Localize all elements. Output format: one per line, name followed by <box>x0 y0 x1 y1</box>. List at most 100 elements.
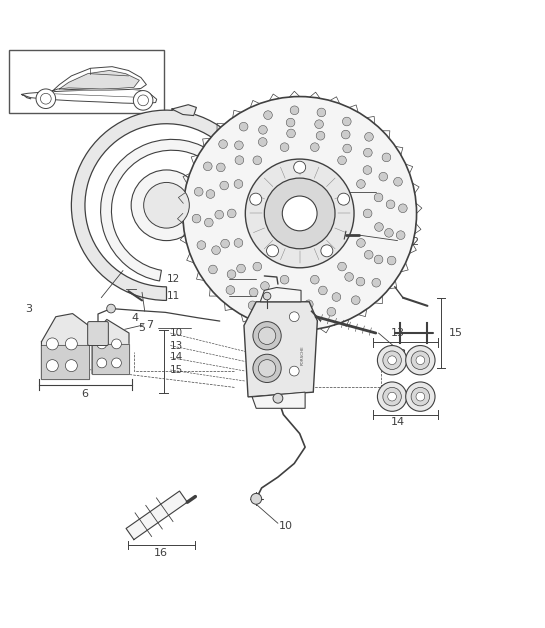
Circle shape <box>206 190 215 198</box>
Circle shape <box>253 322 281 350</box>
Polygon shape <box>92 320 129 374</box>
Circle shape <box>300 312 309 321</box>
Circle shape <box>258 327 276 344</box>
Circle shape <box>405 345 435 375</box>
Text: 8: 8 <box>398 349 405 359</box>
Polygon shape <box>52 67 147 91</box>
Circle shape <box>237 264 245 273</box>
Circle shape <box>227 270 236 279</box>
Circle shape <box>250 193 262 205</box>
Polygon shape <box>172 105 196 116</box>
Circle shape <box>226 286 235 295</box>
Circle shape <box>134 90 153 110</box>
Polygon shape <box>126 491 187 539</box>
Circle shape <box>249 288 258 296</box>
Text: 14: 14 <box>390 416 404 426</box>
Circle shape <box>234 141 243 149</box>
Circle shape <box>253 354 281 382</box>
Circle shape <box>365 133 373 141</box>
Circle shape <box>364 209 372 218</box>
Circle shape <box>387 392 396 401</box>
Wedge shape <box>71 110 262 300</box>
Circle shape <box>383 351 401 369</box>
Circle shape <box>356 277 365 286</box>
Text: 6: 6 <box>82 389 89 399</box>
Circle shape <box>382 153 391 162</box>
Polygon shape <box>252 392 305 408</box>
Circle shape <box>374 255 383 264</box>
Circle shape <box>341 130 350 139</box>
Circle shape <box>221 239 229 248</box>
Polygon shape <box>59 70 140 89</box>
Circle shape <box>274 310 282 319</box>
Circle shape <box>203 162 212 171</box>
Polygon shape <box>261 288 301 302</box>
Polygon shape <box>244 302 317 397</box>
Circle shape <box>343 144 352 153</box>
Circle shape <box>65 338 77 350</box>
Circle shape <box>372 278 380 287</box>
Circle shape <box>264 178 335 249</box>
Circle shape <box>112 339 122 349</box>
Circle shape <box>36 89 56 109</box>
Circle shape <box>267 245 278 257</box>
Text: 3: 3 <box>25 303 32 313</box>
Circle shape <box>332 293 341 301</box>
Circle shape <box>253 156 262 165</box>
Text: 1: 1 <box>379 187 385 197</box>
Polygon shape <box>92 344 129 374</box>
Circle shape <box>46 338 58 350</box>
Circle shape <box>398 204 407 213</box>
Circle shape <box>416 392 425 401</box>
Circle shape <box>264 111 272 119</box>
Circle shape <box>387 256 396 265</box>
Circle shape <box>65 360 77 372</box>
FancyBboxPatch shape <box>88 322 108 345</box>
Circle shape <box>363 166 372 175</box>
Circle shape <box>107 304 116 313</box>
Circle shape <box>345 273 354 281</box>
Circle shape <box>364 148 372 157</box>
Circle shape <box>280 143 289 151</box>
Circle shape <box>386 200 395 208</box>
Text: 15: 15 <box>449 328 463 338</box>
Circle shape <box>378 345 407 375</box>
Circle shape <box>317 108 326 117</box>
Circle shape <box>235 156 244 165</box>
Circle shape <box>321 245 333 257</box>
Circle shape <box>204 218 213 227</box>
Polygon shape <box>21 89 157 104</box>
Wedge shape <box>101 139 239 281</box>
Circle shape <box>342 117 351 126</box>
Circle shape <box>385 229 393 237</box>
Circle shape <box>276 298 284 307</box>
Circle shape <box>97 358 107 368</box>
Circle shape <box>387 356 396 365</box>
Circle shape <box>40 94 51 104</box>
Circle shape <box>411 351 429 369</box>
Bar <box>9 50 164 113</box>
Circle shape <box>356 239 365 247</box>
Text: 13: 13 <box>391 328 404 338</box>
Circle shape <box>338 156 347 165</box>
Text: 16: 16 <box>154 548 168 558</box>
Circle shape <box>97 339 107 349</box>
Circle shape <box>294 161 306 173</box>
Circle shape <box>183 97 416 330</box>
Circle shape <box>411 387 429 406</box>
Circle shape <box>144 183 189 228</box>
Circle shape <box>253 263 262 271</box>
Text: 13: 13 <box>170 340 184 350</box>
Circle shape <box>290 106 299 115</box>
Polygon shape <box>41 345 89 379</box>
Circle shape <box>263 292 271 300</box>
Circle shape <box>289 366 299 376</box>
Circle shape <box>209 265 217 274</box>
Circle shape <box>327 307 336 316</box>
Circle shape <box>289 290 298 298</box>
Circle shape <box>273 393 283 403</box>
Circle shape <box>396 231 405 239</box>
Circle shape <box>287 129 295 138</box>
Circle shape <box>280 275 289 284</box>
Circle shape <box>289 312 299 322</box>
